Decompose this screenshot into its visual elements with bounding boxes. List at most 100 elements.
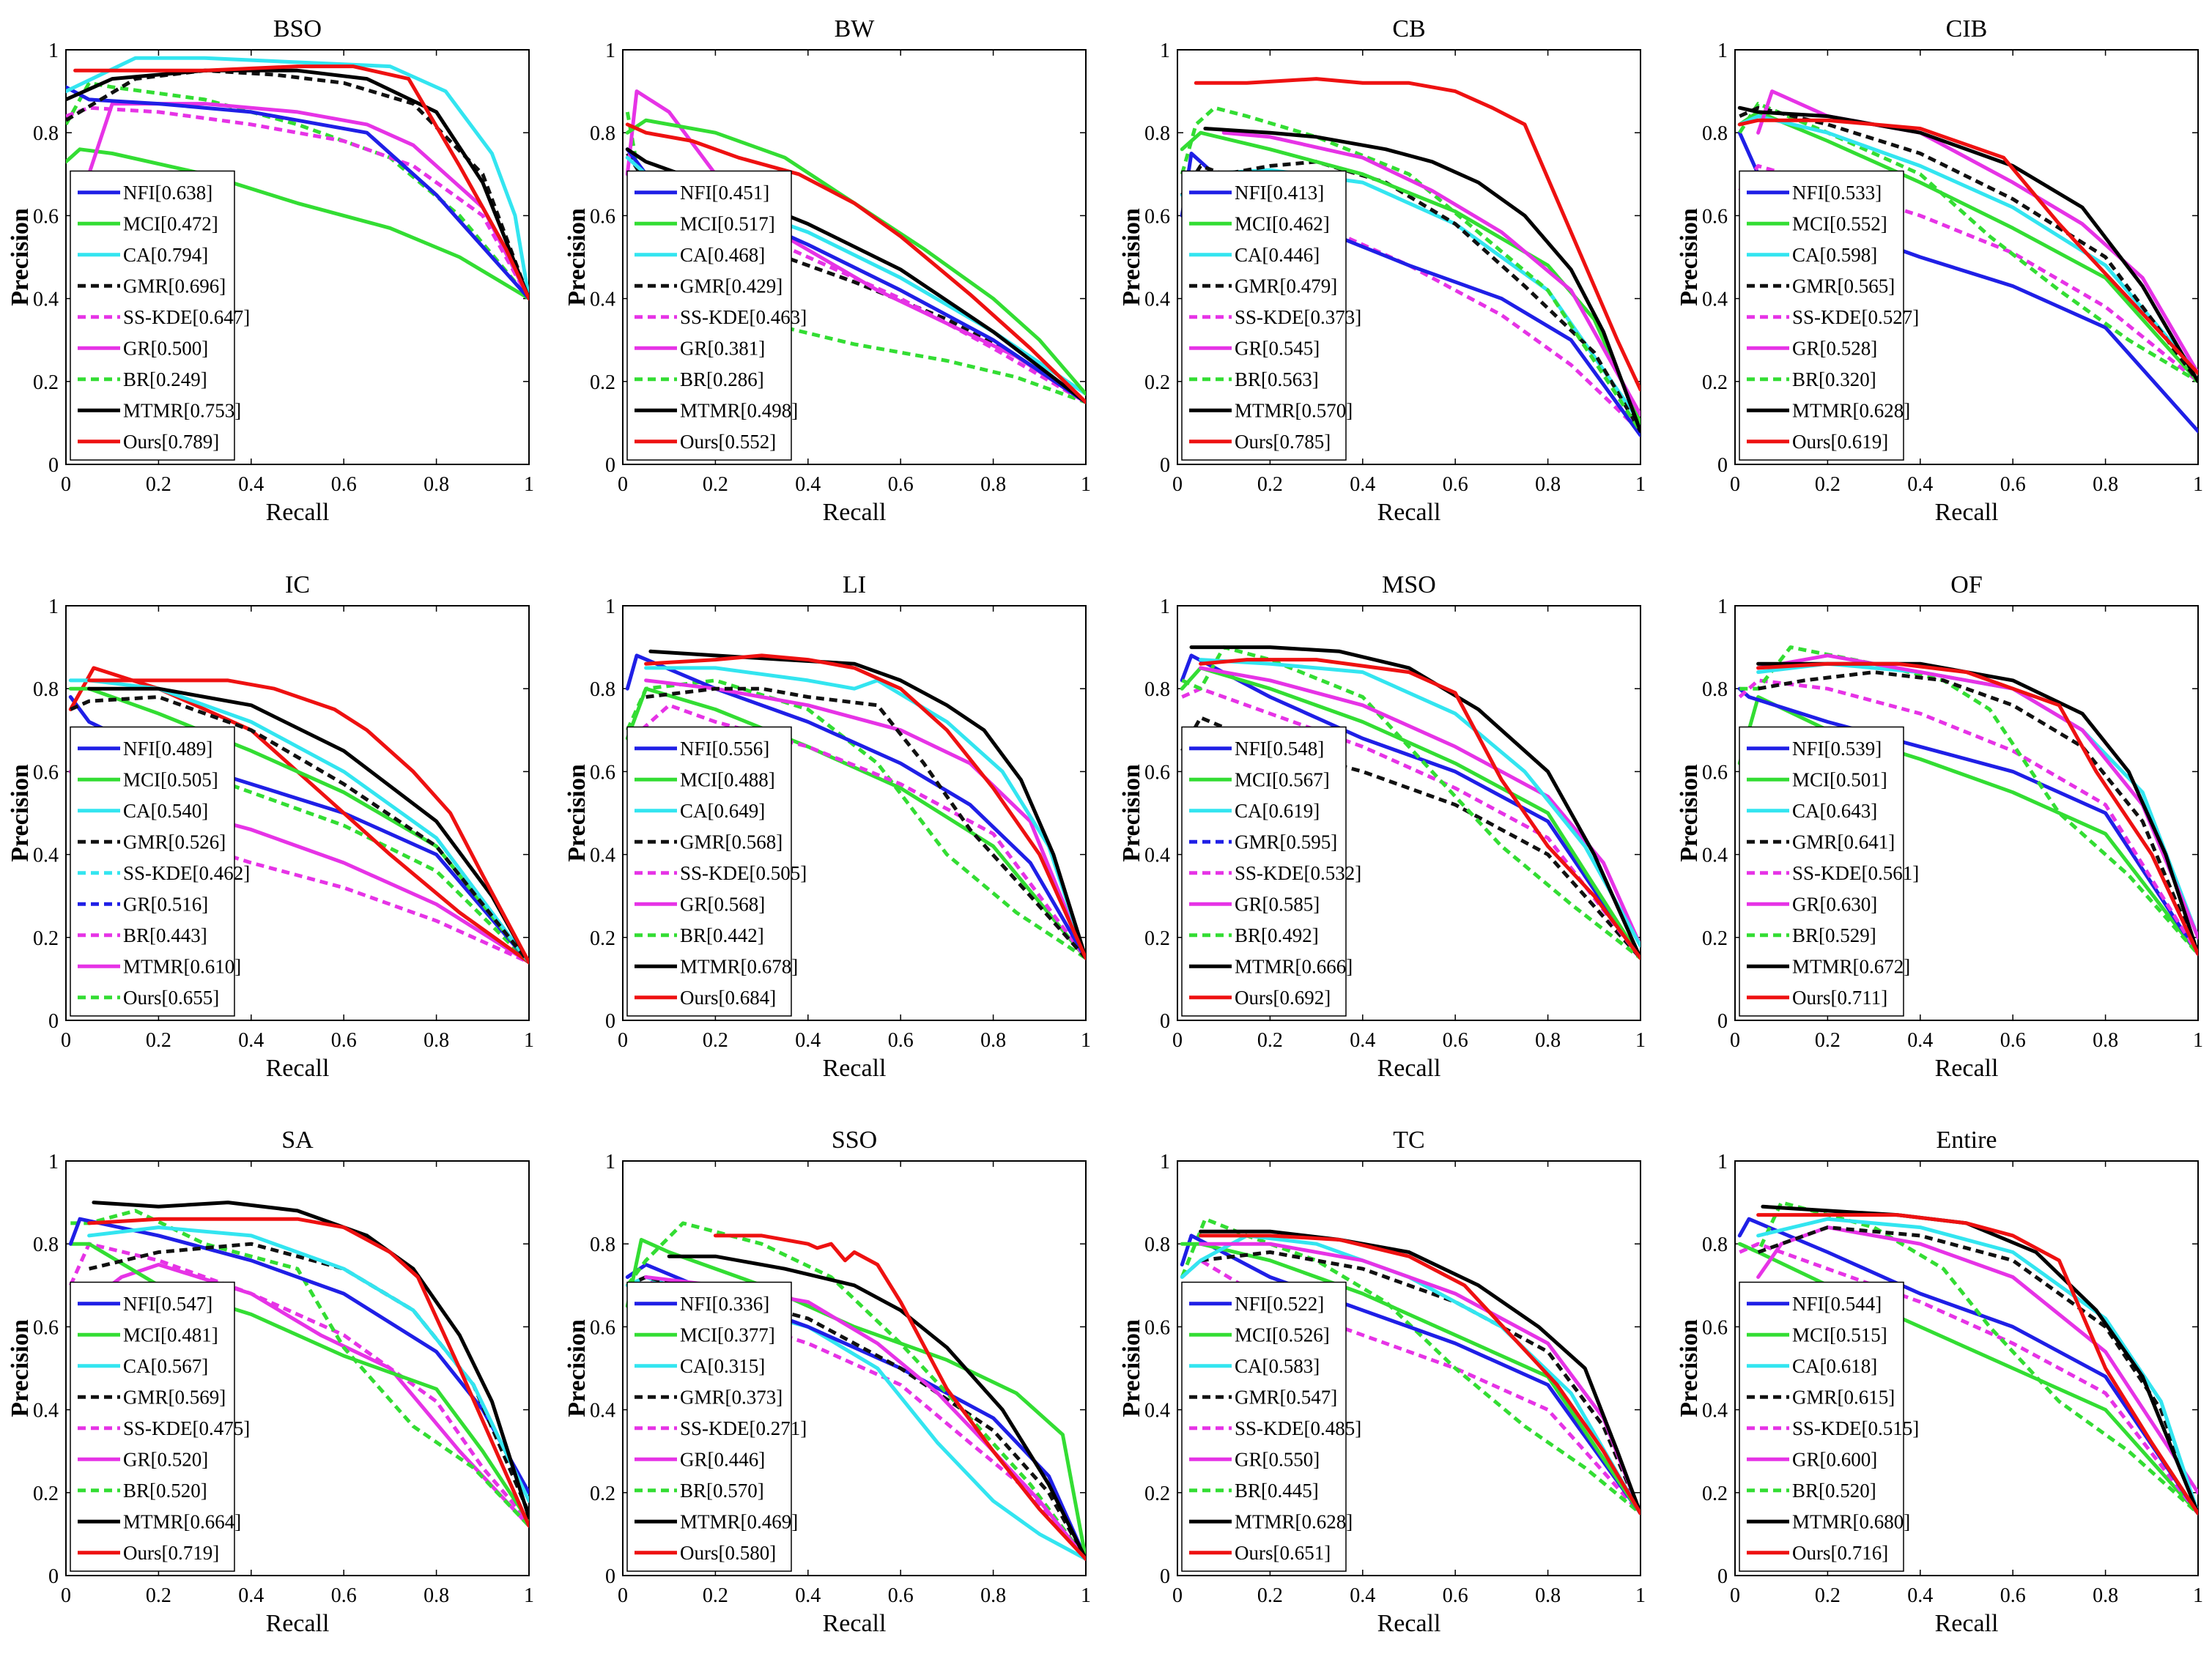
legend-entry-ss-kde: SS-KDE[0.463] xyxy=(680,306,807,328)
legend-entry-gmr: GMR[0.641] xyxy=(1792,831,1895,853)
legend: NFI[0.547] MCI[0.481] CA[0.567] GMR[0.569] S… xyxy=(70,1281,250,1572)
series-line-ss-kde xyxy=(1738,164,2198,383)
legend-entry-mtmr: MTMR[0.666] xyxy=(1235,955,1353,977)
legend-entry-br: BR[0.249] xyxy=(123,368,207,390)
legend-entry-nfi: NFI[0.539] xyxy=(1792,738,1882,760)
legend-entry-gr: GR[0.516] xyxy=(123,893,208,915)
legend-entry-nfi: NFI[0.533] xyxy=(1792,182,1882,204)
x-axis-label: Recall xyxy=(266,1610,330,1637)
legend-entry-ours: Ours[0.785] xyxy=(1235,431,1331,453)
series-line-ca xyxy=(1199,658,1640,948)
x-tick-label: 0.4 xyxy=(1907,1029,1933,1052)
y-tick-label: 0.4 xyxy=(1144,845,1170,867)
y-tick-label: 0.8 xyxy=(1144,1233,1170,1256)
series-line-mci xyxy=(68,1242,529,1524)
legend-entry-mtmr: MTMR[0.469] xyxy=(680,1510,798,1532)
x-tick-label: 0 xyxy=(618,1584,628,1607)
y-tick-label: 1 xyxy=(1160,40,1170,62)
chart-title: OF xyxy=(1950,571,1982,598)
chart-title: MSO xyxy=(1382,571,1436,598)
legend-entry-ca: CA[0.446] xyxy=(1235,244,1320,266)
series-line-mtmr xyxy=(1737,105,2198,384)
legend-entry-ours: Ours[0.651] xyxy=(1235,1542,1331,1564)
legend-entry-ss-kde: SS-KDE[0.561] xyxy=(1792,862,1919,884)
series-line-ca xyxy=(1737,114,2198,375)
legend-entry-gr: GR[0.600] xyxy=(1792,1448,1877,1470)
legend-entry-gr: GR[0.520] xyxy=(123,1448,208,1470)
x-tick-label: 0.4 xyxy=(238,473,264,496)
series-line-gmr xyxy=(1200,1250,1640,1515)
y-tick-label: 0.6 xyxy=(33,1316,59,1339)
x-tick-label: 0 xyxy=(61,473,71,496)
series-group xyxy=(66,56,529,301)
legend-entry-ours: Ours[0.552] xyxy=(680,431,776,453)
legend-entry-gr: GR[0.550] xyxy=(1235,1448,1320,1470)
legend-entry-ss-kde: SS-KDE[0.532] xyxy=(1235,862,1361,884)
y-tick-label: 0.2 xyxy=(1702,927,1728,950)
x-tick-label: 0.6 xyxy=(331,473,357,496)
x-tick-label: 0.2 xyxy=(1257,473,1283,496)
x-tick-label: 0.6 xyxy=(2000,1029,2026,1052)
x-tick-label: 0.8 xyxy=(1535,1584,1561,1607)
x-tick-label: 1 xyxy=(1635,1029,1646,1052)
legend-entry-br: BR[0.520] xyxy=(1792,1480,1876,1502)
chart-panel-of: OF 00 0.2 0.2 0.4 0.4 0.6 0.6 0.8 0.8 1 1 Recall Prec… xyxy=(1676,571,2203,1082)
legend: NFI[0.638] MCI[0.472] CA[0.794] GMR[0.696] S… xyxy=(70,170,250,461)
chart-panel-bso: BSO 00 0.2 0.2 0.4 0.4 0.6 0.6 0.8 0.8 1 1 Recall Pre… xyxy=(7,15,534,526)
legend: NFI[0.548] MCI[0.567] CA[0.619] GMR[0.595] S… xyxy=(1181,726,1361,1017)
y-tick-label: 0.2 xyxy=(1702,371,1728,394)
legend-entry-nfi: NFI[0.638] xyxy=(123,182,212,204)
x-tick-label: 0.6 xyxy=(331,1029,357,1052)
legend-entry-mtmr: MTMR[0.628] xyxy=(1235,1510,1353,1532)
legend-entry-ours: Ours[0.619] xyxy=(1792,431,1888,453)
series-line-ss-kde xyxy=(626,172,1086,404)
legend-entry-br: BR[0.520] xyxy=(123,1480,207,1502)
series-line-ours xyxy=(644,653,1086,960)
y-tick-label: 0.2 xyxy=(33,371,59,394)
y-tick-label: 0.8 xyxy=(1144,678,1170,701)
legend-entry-br: BR[0.286] xyxy=(680,368,764,390)
x-tick-label: 0.2 xyxy=(703,1029,728,1052)
x-tick-label: 0.4 xyxy=(1350,473,1375,496)
chart-panel-mso: MSO 00 0.2 0.2 0.4 0.4 0.6 0.6 0.8 0.8 1 1 Recall Pre… xyxy=(1118,571,1646,1082)
x-axis-label: Recall xyxy=(1377,1055,1441,1082)
legend-entry-mci: MCI[0.481] xyxy=(123,1324,218,1346)
series-line-br xyxy=(1739,1201,2198,1515)
series-line-ss-kde xyxy=(1739,1242,2198,1515)
legend-entry-mtmr: MTMR[0.498] xyxy=(680,399,798,421)
legend-entry-gmr: GMR[0.526] xyxy=(123,831,226,853)
series-line-gmr xyxy=(646,686,1086,960)
legend-entry-nfi: NFI[0.413] xyxy=(1235,182,1324,204)
legend-entry-mci: MCI[0.517] xyxy=(680,212,775,234)
y-tick-label: 0.4 xyxy=(1702,845,1728,867)
x-tick-label: 0.6 xyxy=(888,473,914,496)
y-tick-label: 0.6 xyxy=(590,761,615,784)
y-tick-label: 0.4 xyxy=(1144,1400,1170,1422)
legend-entry-mtmr: MTMR[0.680] xyxy=(1792,1510,1910,1532)
y-tick-label: 1 xyxy=(1717,596,1728,618)
y-tick-label: 0.8 xyxy=(1702,678,1728,701)
x-tick-label: 0 xyxy=(61,1584,71,1607)
y-tick-label: 0.6 xyxy=(1702,205,1728,228)
chart-panel-li: LI 00 0.2 0.2 0.4 0.4 0.6 0.6 0.8 0.8 1 1 Recall Prec… xyxy=(563,571,1091,1082)
series-line-ss-kde xyxy=(1180,1258,1640,1515)
y-tick-label: 0.4 xyxy=(33,1400,59,1422)
y-tick-label: 1 xyxy=(605,596,615,618)
series-line-nfi xyxy=(625,653,1086,960)
x-tick-label: 0.2 xyxy=(703,1584,728,1607)
x-tick-label: 0.8 xyxy=(980,1029,1006,1052)
legend-entry-br: BR[0.443] xyxy=(123,924,207,946)
y-tick-label: 0 xyxy=(605,1010,615,1033)
legend-entry-gr: GR[0.630] xyxy=(1792,893,1877,915)
series-line-mtmr xyxy=(1203,127,1640,434)
series-group xyxy=(1737,645,2198,956)
legend-entry-nfi: NFI[0.544] xyxy=(1792,1293,1882,1315)
x-tick-label: 1 xyxy=(1635,473,1646,496)
x-axis-label: Recall xyxy=(1935,499,1999,526)
legend-entry-mci: MCI[0.505] xyxy=(123,768,218,790)
series-line-gr xyxy=(1221,130,1640,417)
legend-entry-mci: MCI[0.526] xyxy=(1235,1324,1330,1346)
legend-entry-gr: GR[0.446] xyxy=(680,1448,765,1470)
y-tick-label: 0.2 xyxy=(590,371,615,394)
